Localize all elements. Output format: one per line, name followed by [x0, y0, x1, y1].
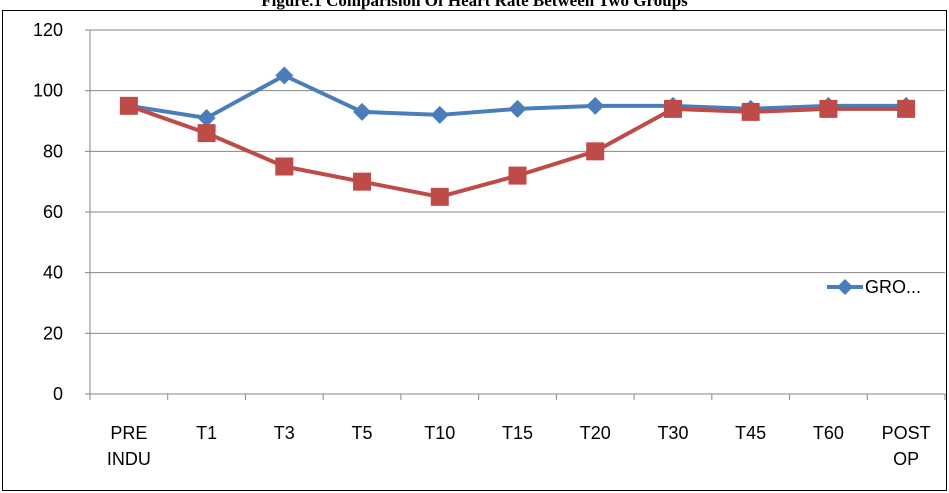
x-tick-label-line: T30	[657, 423, 688, 443]
x-tick-label: T60	[813, 423, 844, 443]
data-point-square	[663, 99, 682, 118]
x-tick-label: T1	[196, 423, 217, 443]
y-tick-label: 100	[33, 81, 63, 101]
data-point-square	[819, 99, 838, 118]
x-tick-label: T5	[352, 423, 373, 443]
data-point-square	[197, 124, 216, 143]
x-tick-label-line: T45	[735, 423, 766, 443]
data-point-square	[119, 96, 138, 115]
legend-marker	[837, 279, 853, 295]
data-point-square	[741, 102, 760, 121]
x-tick-label-line: T20	[580, 423, 611, 443]
x-tick-label-line: T3	[274, 423, 295, 443]
y-tick-label: 120	[33, 20, 63, 40]
x-tick-label: T45	[735, 423, 766, 443]
data-point-square	[586, 142, 605, 161]
x-tick-label-line: OP	[893, 449, 919, 469]
y-tick-label: 60	[43, 202, 63, 222]
data-point-square	[275, 157, 294, 176]
x-tick-label-line: T60	[813, 423, 844, 443]
data-point-diamond	[275, 66, 294, 85]
y-tick-label: 0	[53, 384, 63, 404]
x-tick-label: POST OP	[882, 423, 931, 469]
data-point-diamond	[586, 96, 605, 115]
data-point-square	[508, 166, 527, 185]
chart-title: Figure.1 Comparision Of Heart Rate Betwe…	[261, 0, 688, 10]
data-point-diamond	[197, 108, 216, 127]
x-tick-label-line: PRE	[110, 423, 147, 443]
x-tick-label-line: INDU	[107, 449, 151, 469]
x-tick-label: PRE INDU	[107, 423, 151, 469]
x-tick-label-line: T15	[502, 423, 533, 443]
x-tick-label-line: POST	[882, 423, 931, 443]
data-point-square	[897, 99, 916, 118]
data-point-square	[430, 187, 449, 206]
data-point-diamond	[430, 105, 449, 124]
y-tick-label: 40	[43, 263, 63, 283]
data-point-diamond	[353, 102, 372, 121]
legend-label: GRO...	[865, 277, 921, 297]
x-tick-label-line: T5	[352, 423, 373, 443]
x-tick-label: T10	[424, 423, 455, 443]
data-point-diamond	[508, 99, 527, 118]
x-tick-label: T3	[274, 423, 295, 443]
y-tick-label: 20	[43, 323, 63, 343]
x-tick-label: T20	[580, 423, 611, 443]
x-tick-label-line: T1	[196, 423, 217, 443]
y-tick-label: 80	[43, 141, 63, 161]
data-point-square	[353, 172, 372, 191]
x-tick-label-line: T10	[424, 423, 455, 443]
x-tick-label: T30	[657, 423, 688, 443]
x-tick-label: T15	[502, 423, 533, 443]
